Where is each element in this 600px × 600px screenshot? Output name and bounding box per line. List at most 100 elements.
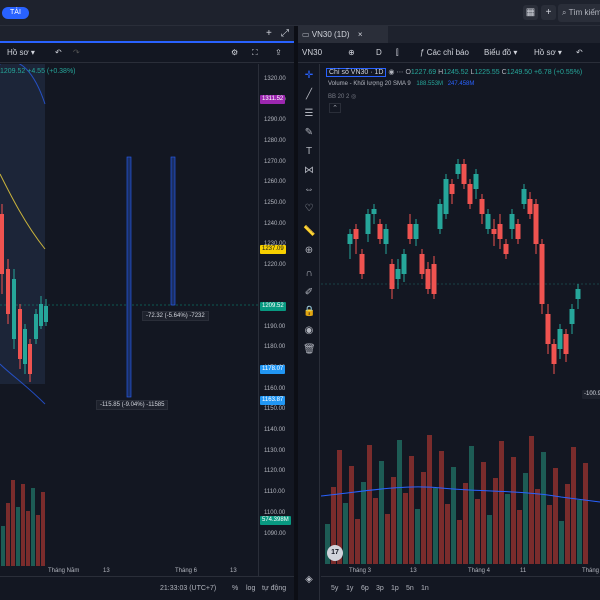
- price-tick-label: 1090.00: [264, 531, 286, 537]
- volume-bar: [475, 499, 480, 564]
- symbol-legend[interactable]: Chỉ số VN30 · 1D: [326, 68, 387, 77]
- candle-body: [401, 254, 407, 274]
- price-tick-label: 1120.00: [264, 468, 286, 474]
- redo-icon[interactable]: ↷: [73, 48, 80, 57]
- right-toolbar: VN30 ⊕ D ⫿ ƒ Các chỉ báo Biểu đồ ▾ Hồ sơ…: [298, 43, 600, 63]
- range-button[interactable]: 3p: [376, 585, 384, 592]
- auto-toggle[interactable]: tự động: [262, 585, 287, 592]
- symbol-search[interactable]: VN30: [302, 48, 323, 57]
- undo-icon[interactable]: ↶: [55, 48, 62, 57]
- left-bottom-bar: 21:33:03 (UTC+7) % log tự động: [0, 576, 294, 600]
- left-candlestick-chart[interactable]: [0, 64, 258, 576]
- trash-icon[interactable]: 🗑: [303, 344, 316, 355]
- volume-bar: [523, 473, 528, 564]
- candle-body: [425, 269, 431, 289]
- volume-bar: [379, 461, 384, 564]
- candle-body: [533, 204, 539, 244]
- candle-body: [353, 229, 359, 239]
- range-button[interactable]: 1n: [421, 585, 429, 592]
- fib-icon[interactable]: ☰: [304, 108, 314, 119]
- expand-icon[interactable]: ⤢: [281, 28, 289, 39]
- plus-icon[interactable]: +: [266, 28, 272, 39]
- brush-icon[interactable]: ✎: [304, 127, 314, 138]
- prediction-icon[interactable]: ⇔: [304, 184, 314, 195]
- candle-body: [467, 184, 473, 204]
- range-button[interactable]: 6p: [361, 585, 369, 592]
- tab-vn30[interactable]: ▭ VN30 (1D) ×: [298, 26, 388, 43]
- fullscreen-icon[interactable]: ⛶: [252, 48, 258, 57]
- settings-icon[interactable]: ⚙: [231, 48, 239, 57]
- pattern-icon[interactable]: ⋈: [304, 165, 314, 176]
- more-icon[interactable]: ⋯: [396, 69, 404, 76]
- magnet-icon[interactable]: ∩: [305, 268, 313, 279]
- lock-icon[interactable]: 🔒: [303, 306, 316, 317]
- profile-menu[interactable]: Hồ sơ ▾: [7, 48, 35, 57]
- right-ohlc-legend: Chỉ số VN30 · 1D ◉ ⋯ O1227.69 H1245.52 L…: [326, 68, 582, 77]
- candle-body: [497, 224, 503, 239]
- crosshair-icon[interactable]: ✛: [304, 70, 314, 81]
- measure-bar-1: [126, 156, 132, 398]
- undo-icon[interactable]: ↶: [576, 48, 583, 57]
- eye-icon[interactable]: ◉: [304, 325, 314, 336]
- download-badge[interactable]: TẢI: [2, 7, 29, 19]
- price-tick-label: 1110.00: [264, 489, 285, 495]
- heart-icon[interactable]: ♡: [304, 203, 314, 214]
- bollinger-upper-line: [0, 64, 46, 105]
- range-button[interactable]: 1p: [391, 585, 399, 592]
- ruler-icon[interactable]: 📏: [303, 226, 316, 237]
- eye-icon[interactable]: ◉: [388, 69, 395, 76]
- eye-off-icon[interactable]: ◎: [351, 94, 357, 100]
- layers-icon[interactable]: ◈: [305, 574, 313, 585]
- log-toggle[interactable]: log: [246, 585, 256, 592]
- left-price-axis[interactable]: 1320.001300.001290.001280.001270.001260.…: [258, 64, 294, 576]
- drawing-toolbar: ✛ ╱ ☰ ✎ T ⋈ ⇔ ♡ 📏 ⊕ ∩ ✐ 🔒 ◉ 🗑 ◈: [298, 64, 320, 600]
- trendline-icon[interactable]: ╱: [305, 89, 313, 100]
- x-label: Tháng 6: [175, 568, 198, 574]
- clock: 21:33:03 (UTC+7): [160, 585, 217, 592]
- volume-bar: [559, 521, 564, 564]
- range-button[interactable]: 5n: [406, 585, 414, 592]
- close-icon[interactable]: ×: [357, 30, 363, 39]
- plus-icon[interactable]: +: [541, 5, 556, 20]
- candle-body: [455, 164, 461, 174]
- candle-body: [347, 234, 353, 244]
- measure-label-2: -115.85 (-9.04%) -11585: [96, 400, 169, 410]
- price-tag-blue2: 1163.87: [260, 396, 286, 405]
- volume-bar: [349, 466, 354, 564]
- volume-bar: [577, 500, 582, 564]
- volume-bar: [397, 440, 402, 564]
- chart-tab-icon: ▭: [302, 30, 310, 39]
- charts-menu[interactable]: Biểu đồ ▾: [484, 48, 518, 57]
- add-symbol-icon[interactable]: ⊕: [348, 48, 355, 57]
- price-tick-label: 1150.00: [264, 406, 286, 412]
- candle-body: [521, 189, 527, 204]
- right-tab-bar: ▭ VN30 (1D) ×: [298, 26, 600, 43]
- bollinger-band-fill: [0, 64, 45, 384]
- candle-body: [569, 309, 575, 324]
- indicators-button[interactable]: ƒ Các chỉ báo: [420, 48, 469, 57]
- pane-divider[interactable]: [294, 26, 298, 600]
- candle-body: [479, 199, 485, 214]
- range-button[interactable]: 1y: [346, 585, 354, 592]
- volume-bar: [553, 468, 558, 564]
- lock-drawing-icon[interactable]: ✐: [304, 287, 314, 298]
- top-bar: TẢI ▦ + ⌕ Tìm kiếm: [0, 0, 600, 26]
- search-input[interactable]: ⌕ Tìm kiếm: [558, 4, 600, 22]
- right-candlestick-chart[interactable]: [321, 64, 600, 576]
- volume-bar: [36, 515, 40, 566]
- volume-bar: [391, 477, 396, 564]
- zoom-icon[interactable]: ⊕: [304, 245, 314, 256]
- volume-bar: [529, 436, 534, 564]
- grid-layout-icon[interactable]: ▦: [523, 5, 538, 20]
- collapse-legend-icon[interactable]: ⌃: [329, 103, 341, 113]
- volume-bar: [541, 452, 546, 564]
- text-icon[interactable]: T: [305, 146, 313, 157]
- profile-menu[interactable]: Hồ sơ ▾: [534, 48, 562, 57]
- volume-bar: [403, 493, 408, 564]
- share-icon[interactable]: ⇪: [275, 48, 282, 57]
- interval-select[interactable]: D: [376, 48, 382, 57]
- volume-bar: [409, 456, 414, 564]
- range-button[interactable]: 5y: [331, 585, 339, 592]
- candle-type-icon[interactable]: ⫿: [396, 48, 399, 57]
- percent-toggle[interactable]: %: [232, 585, 239, 592]
